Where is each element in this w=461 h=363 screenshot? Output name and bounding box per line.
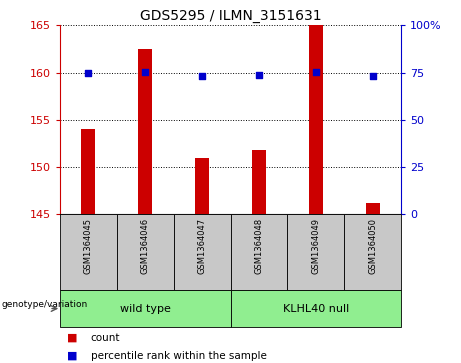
Text: ■: ■ (67, 333, 77, 343)
Bar (366, 203, 380, 214)
Point (85, 70, 92, 76)
Bar (138, 49, 152, 214)
Bar (60, 214, 117, 290)
Text: percentile rank within the sample: percentile rank within the sample (91, 351, 266, 361)
Point (369, 73, 376, 79)
Title: GDS5295 / ILMN_3151631: GDS5295 / ILMN_3151631 (140, 9, 321, 23)
Bar (344, 214, 401, 290)
Bar (230, 290, 401, 327)
Text: wild type: wild type (120, 303, 171, 314)
Text: GSM1364049: GSM1364049 (311, 218, 320, 274)
Text: GSM1364046: GSM1364046 (141, 218, 150, 274)
Point (198, 73, 206, 79)
Bar (195, 158, 209, 214)
Point (142, 69, 149, 74)
Bar (287, 214, 344, 290)
Bar (252, 150, 266, 214)
Text: GSM1364048: GSM1364048 (254, 218, 263, 274)
Bar (309, 25, 323, 214)
Bar (81, 129, 95, 214)
Text: KLHL40 null: KLHL40 null (283, 303, 349, 314)
Point (312, 69, 319, 74)
Text: GSM1364050: GSM1364050 (368, 218, 377, 274)
Bar (230, 214, 287, 290)
Text: genotype/variation: genotype/variation (1, 301, 88, 309)
Text: ■: ■ (67, 351, 77, 361)
Bar (174, 214, 230, 290)
Point (255, 73, 263, 78)
Text: GSM1364045: GSM1364045 (84, 218, 93, 274)
Text: GSM1364047: GSM1364047 (198, 218, 207, 274)
Text: count: count (91, 333, 120, 343)
Bar (117, 214, 174, 290)
Bar (60, 290, 230, 327)
